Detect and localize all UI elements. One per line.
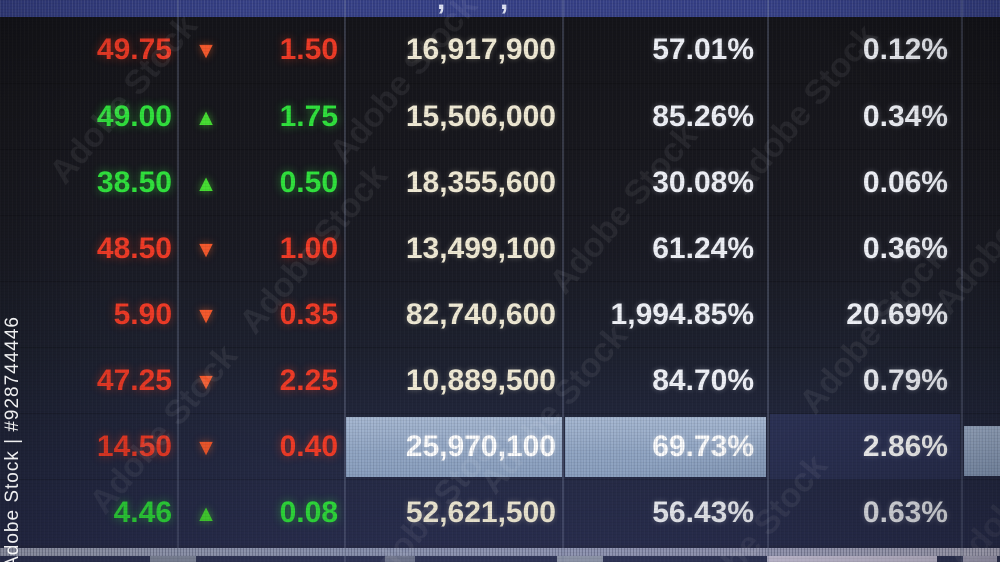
clipped-column-cell xyxy=(964,348,1000,414)
turnover-percent-cell: 57.01% xyxy=(652,33,754,66)
table-row[interactable]: 5.90 ▼ 0.35 82,740,600 1,994.85% 20.69% xyxy=(0,281,1000,347)
table-row[interactable]: 48.50 ▼ 1.00 13,499,100 61.24% 0.36% xyxy=(0,215,1000,281)
change-percent-cell: 2.86% xyxy=(770,414,960,480)
last-price-cell: 14.50 xyxy=(96,430,172,463)
clipped-column-cell xyxy=(964,480,1000,546)
column-separator xyxy=(767,0,769,562)
change-percent-cell: 0.06% xyxy=(862,166,948,199)
change-percent-cell: 0.34% xyxy=(862,100,948,133)
volume-cell: 82,740,600 xyxy=(405,298,556,331)
change-cell: 2.25 xyxy=(279,364,338,397)
last-price-cell: 49.00 xyxy=(96,100,172,133)
change-percent-cell: 0.79% xyxy=(862,364,948,397)
volume-cell: 18,355,600 xyxy=(405,166,556,199)
clipped-column-cell xyxy=(964,150,1000,216)
partial-row-cell xyxy=(963,556,997,562)
change-cell: 1.00 xyxy=(279,232,338,265)
change-percent-cell: 20.69% xyxy=(846,298,948,331)
last-price-cell: 38.50 xyxy=(96,166,172,199)
change-cell: 1.50 xyxy=(279,33,338,66)
clipped-column-cell xyxy=(964,282,1000,348)
trend-arrow-icon: ▼ xyxy=(194,302,218,328)
volume-cell: 52,621,500 xyxy=(405,496,556,529)
partial-next-row xyxy=(0,556,1000,562)
market-quotes-table: 49.75 ▼ 1.50 16,917,900 57.01% 0.12% 49.… xyxy=(0,17,1000,545)
partial-row-cell xyxy=(150,556,196,562)
clipped-digit-mark: , xyxy=(500,0,508,17)
column-separator xyxy=(177,0,179,562)
last-price-cell: 5.90 xyxy=(113,298,172,331)
table-row[interactable]: 4.46 ▲ 0.08 52,621,500 56.43% 0.63% xyxy=(0,479,1000,545)
volume-cell: 15,506,000 xyxy=(405,100,556,133)
change-percent-cell: 0.63% xyxy=(862,496,948,529)
bottom-panel-edge xyxy=(0,545,1000,562)
trend-arrow-icon: ▲ xyxy=(194,500,218,526)
trend-arrow-icon: ▼ xyxy=(194,236,218,262)
turnover-percent-cell: 69.73% xyxy=(565,417,766,477)
clipped-column-cell xyxy=(964,17,1000,83)
volume-cell: 25,970,100 xyxy=(346,417,562,477)
trend-arrow-icon: ▼ xyxy=(194,368,218,394)
trend-arrow-icon: ▲ xyxy=(194,104,218,130)
table-row-selected[interactable]: 14.50 ▼ 0.40 25,970,100 69.73% 2.86% xyxy=(0,413,1000,480)
column-separator xyxy=(961,0,963,562)
last-price-cell: 49.75 xyxy=(96,33,172,66)
trend-arrow-icon: ▲ xyxy=(194,170,218,196)
partial-row-cell xyxy=(385,556,415,562)
change-cell: 0.50 xyxy=(279,166,338,199)
turnover-percent-cell: 84.70% xyxy=(652,364,754,397)
clipped-column-cell xyxy=(964,426,1000,476)
change-cell: 0.40 xyxy=(279,430,338,463)
partial-row-cell xyxy=(767,556,937,562)
column-separator xyxy=(344,0,346,562)
column-separator xyxy=(562,0,564,562)
table-row[interactable]: 47.25 ▼ 2.25 10,889,500 84.70% 0.79% xyxy=(0,347,1000,413)
table-row[interactable]: 49.00 ▲ 1.75 15,506,000 85.26% 0.34% xyxy=(0,83,1000,149)
change-cell: 0.35 xyxy=(279,298,338,331)
partial-row-cell xyxy=(557,556,603,562)
stock-photo-watermark-id: Adobe Stock | #928744446 xyxy=(2,316,23,562)
turnover-percent-cell: 1,994.85% xyxy=(610,298,754,331)
last-price-cell: 47.25 xyxy=(96,364,172,397)
table-row[interactable]: 49.75 ▼ 1.50 16,917,900 57.01% 0.12% xyxy=(0,17,1000,83)
volume-cell: 13,499,100 xyxy=(405,232,556,265)
last-price-cell: 4.46 xyxy=(113,496,172,529)
table-row[interactable]: 38.50 ▲ 0.50 18,355,600 30.08% 0.06% xyxy=(0,149,1000,215)
last-price-cell: 48.50 xyxy=(96,232,172,265)
turnover-percent-cell: 56.43% xyxy=(652,496,754,529)
change-percent-cell: 0.36% xyxy=(862,232,948,265)
trend-arrow-icon: ▼ xyxy=(194,434,218,460)
panel-divider-band xyxy=(0,548,1000,556)
turnover-percent-cell: 30.08% xyxy=(652,166,754,199)
trend-arrow-icon: ▼ xyxy=(194,37,218,63)
clipped-digit-mark: , xyxy=(437,0,445,17)
turnover-percent-cell: 61.24% xyxy=(652,232,754,265)
change-cell: 1.75 xyxy=(279,100,338,133)
volume-cell: 16,917,900 xyxy=(405,33,556,66)
change-percent-cell: 0.12% xyxy=(862,33,948,66)
clipped-column-cell xyxy=(964,216,1000,282)
change-cell: 0.08 xyxy=(279,496,338,529)
volume-cell: 10,889,500 xyxy=(405,364,556,397)
turnover-percent-cell: 85.26% xyxy=(652,100,754,133)
clipped-column-cell xyxy=(964,84,1000,150)
